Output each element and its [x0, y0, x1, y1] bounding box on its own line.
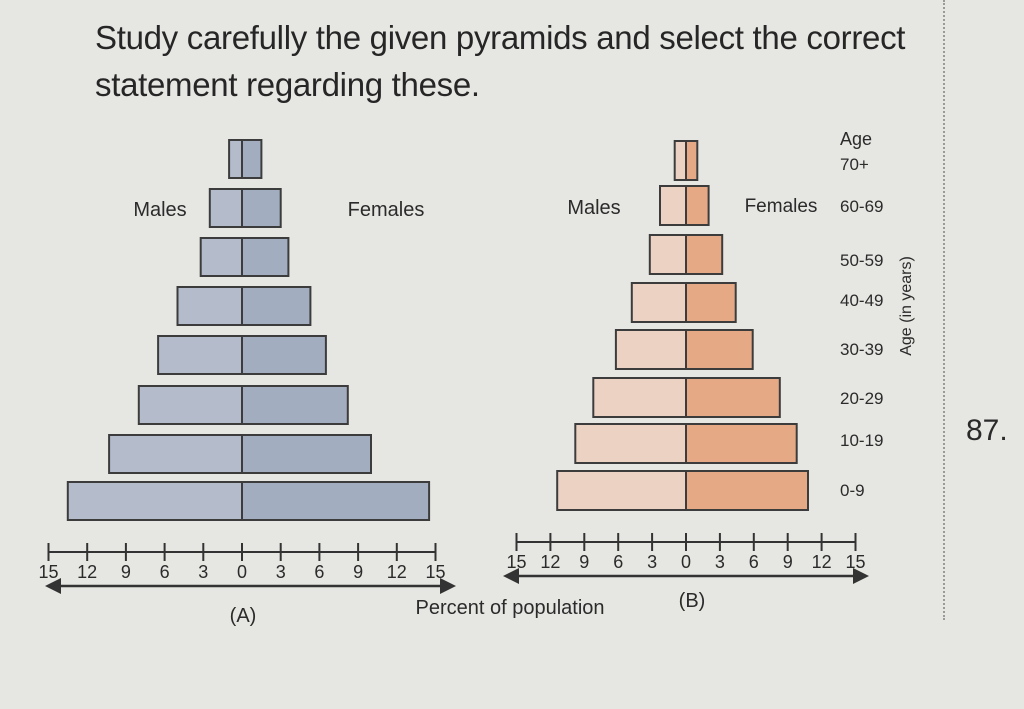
bar-male-60-69: [208, 188, 244, 228]
x-tick-label: 15: [845, 552, 865, 572]
x-tick-label: 12: [77, 562, 97, 582]
age-label-60-69: 60-69: [840, 197, 883, 216]
x-tick-label: 0: [681, 552, 691, 572]
x-tick-label: 6: [160, 562, 170, 582]
age-label-70+: 70+: [840, 155, 869, 174]
arrow-right-icon: [853, 568, 869, 584]
bar-male-40-49: [630, 282, 687, 323]
females-label-a: Females: [348, 199, 425, 221]
chart-a-title: (A): [230, 605, 257, 627]
margin-divider: [943, 0, 945, 620]
bar-male-0-9: [556, 470, 688, 511]
bar-male-10-19: [574, 423, 687, 464]
bar-male-20-29: [592, 377, 687, 418]
bar-female-0-9: [241, 481, 431, 521]
bar-male-40-49: [176, 286, 243, 326]
pyramid-b: 15 12 9 6 3 0 3 6 9 12 15: [503, 140, 869, 584]
bar-female-70+: [241, 139, 263, 179]
bar-female-40-49: [241, 286, 312, 326]
x-tick-label: 15: [506, 552, 526, 572]
age-title: Age: [840, 129, 872, 149]
bar-female-20-29: [241, 385, 349, 425]
x-tick-label: 9: [579, 552, 589, 572]
bar-male-50-59: [199, 237, 243, 277]
bar-male-30-39: [614, 329, 688, 370]
x-tick-label: 3: [276, 562, 286, 582]
x-tick-label: 6: [749, 552, 759, 572]
males-label-b: Males: [567, 197, 620, 219]
x-tick-label: 6: [314, 562, 324, 582]
age-label-30-39: 30-39: [840, 340, 883, 359]
age-axis-label: Age (in years): [898, 256, 915, 356]
x-tick-label: 15: [425, 562, 445, 582]
bar-female-30-39: [241, 335, 327, 375]
bar-male-20-29: [137, 385, 243, 425]
question-text: Study carefully the given pyramids and s…: [95, 19, 906, 103]
bar-male-10-19: [108, 434, 243, 474]
males-label-a: Males: [133, 199, 186, 221]
x-tick-label: 15: [38, 562, 58, 582]
age-label-20-29: 20-29: [840, 389, 883, 408]
x-tick-label: 3: [647, 552, 657, 572]
x-axis-label: Percent of population: [415, 597, 604, 619]
bar-female-60-69: [241, 188, 282, 228]
age-label-10-19: 10-19: [840, 431, 883, 450]
x-tick-label: 3: [715, 552, 725, 572]
arrow-left-icon: [503, 568, 519, 584]
x-tick-label: 6: [613, 552, 623, 572]
bar-female-50-59: [241, 237, 290, 277]
bar-female-30-39: [685, 329, 754, 370]
bar-female-20-29: [685, 377, 781, 418]
x-tick-label: 3: [198, 562, 208, 582]
bar-male-0-9: [66, 481, 243, 521]
question-number: 87.: [966, 414, 1008, 447]
arrow-right-icon: [440, 578, 456, 594]
bar-female-10-19: [241, 434, 372, 474]
females-label-b: Females: [745, 196, 818, 217]
bar-male-70+: [673, 140, 688, 181]
age-label-40-49: 40-49: [840, 291, 883, 310]
bar-female-40-49: [685, 282, 737, 323]
chart-b-title: (B): [679, 590, 706, 612]
bar-male-70+: [228, 139, 244, 179]
pyramid-a: 15 12 9 6 3 0 3 6 9 12 15: [38, 139, 456, 594]
x-tick-label: 12: [540, 552, 560, 572]
bar-female-0-9: [685, 470, 809, 511]
x-tick-label: 9: [353, 562, 363, 582]
age-labels: 70+ 60-69 50-59 40-49 30-39 20-29 10-19 0-9: [840, 155, 883, 500]
bar-female-70+: [685, 140, 699, 181]
bar-male-50-59: [648, 234, 687, 275]
bar-female-10-19: [685, 423, 798, 464]
arrow-left-icon: [45, 578, 61, 594]
x-tick-label: 9: [121, 562, 131, 582]
bar-male-60-69: [659, 185, 687, 226]
x-tick-label: 12: [812, 552, 832, 572]
bar-female-60-69: [685, 185, 710, 226]
age-label-50-59: 50-59: [840, 251, 883, 270]
x-tick-label: 12: [387, 562, 407, 582]
x-tick-label: 9: [783, 552, 793, 572]
bar-female-50-59: [685, 234, 724, 275]
bar-male-30-39: [157, 335, 244, 375]
age-label-0-9: 0-9: [840, 481, 865, 500]
x-tick-label: 0: [237, 562, 247, 582]
